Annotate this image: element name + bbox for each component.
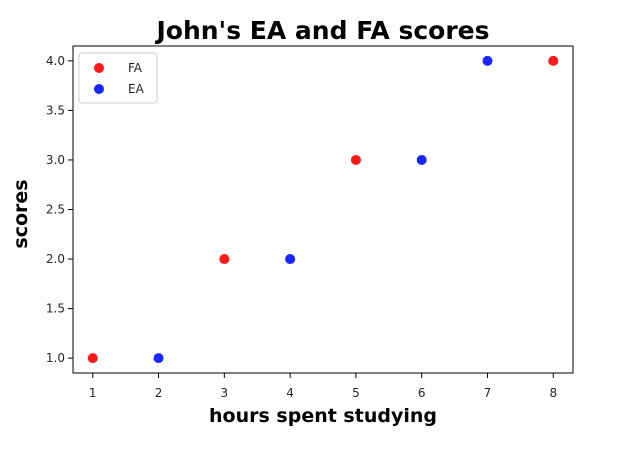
legend-marker-ea [94, 84, 104, 94]
data-points [87, 55, 559, 364]
x-tick-label: 3 [220, 386, 228, 400]
y-axis-title: scores [10, 179, 32, 248]
x-tick-label: 1 [89, 386, 97, 400]
y-tick-label: 2.0 [46, 252, 65, 266]
y-axis-ticks: 1.0 1.5 2.0 2.5 3.0 3.5 4.0 [46, 54, 73, 365]
y-tick-label: 1.5 [46, 302, 65, 316]
data-point-fa [219, 254, 230, 265]
x-tick-label: 6 [418, 386, 426, 400]
chart-title: John's EA and FA scores [154, 16, 489, 45]
data-point-fa [350, 154, 361, 165]
y-tick-label: 3.5 [46, 103, 65, 117]
legend-label-ea: EA [128, 82, 145, 96]
data-point-fa [87, 353, 98, 364]
legend-marker-fa [94, 63, 104, 73]
x-axis-ticks: 1 2 3 4 5 6 7 8 [89, 373, 557, 400]
y-tick-label: 2.5 [46, 203, 65, 217]
data-point-fa [548, 55, 559, 66]
x-tick-label: 2 [155, 386, 163, 400]
x-tick-label: 4 [286, 386, 294, 400]
legend-label-fa: FA [128, 61, 143, 75]
legend-box [78, 52, 158, 104]
legend: FA EA [78, 52, 158, 104]
x-axis-title: hours spent studying [209, 405, 437, 427]
data-point-ea [285, 254, 296, 265]
y-tick-label: 1.0 [46, 351, 65, 365]
x-tick-label: 8 [549, 386, 557, 400]
y-tick-label: 4.0 [46, 54, 65, 68]
data-point-ea [416, 154, 427, 165]
data-point-ea [153, 353, 164, 364]
y-tick-label: 3.0 [46, 153, 65, 167]
data-point-ea [482, 55, 493, 66]
x-tick-label: 7 [484, 386, 492, 400]
x-tick-label: 5 [352, 386, 360, 400]
